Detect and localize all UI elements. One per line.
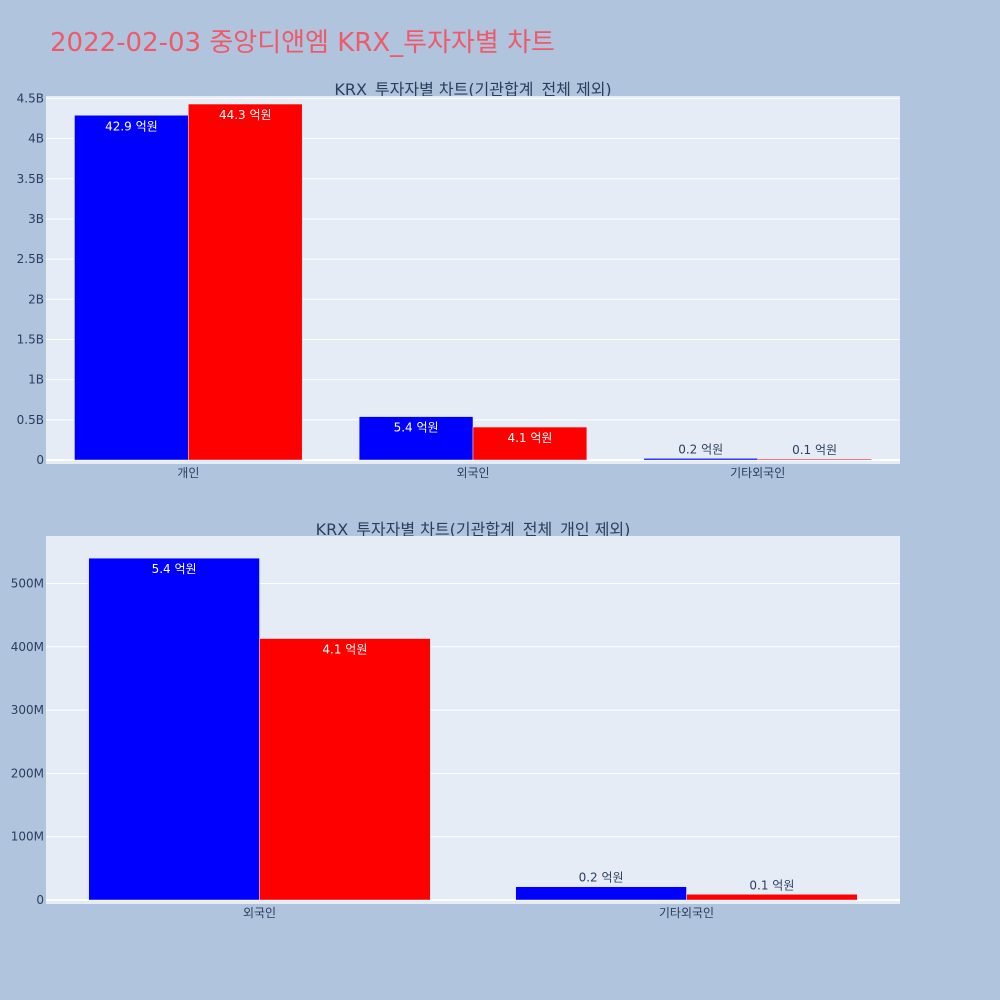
y-tick-label: 300M bbox=[11, 703, 44, 717]
chart-title: KRX_투자자별 차트(기관합계_전체 제외) bbox=[334, 80, 611, 100]
y-tick-label: 500M bbox=[11, 576, 44, 590]
bar-data-label: 5.4 억원 bbox=[394, 421, 439, 435]
bar bbox=[757, 458, 872, 461]
bar bbox=[686, 894, 858, 901]
bar bbox=[74, 115, 189, 461]
y-tick-label: 2B bbox=[28, 292, 44, 306]
bar-data-label: 0.2 억원 bbox=[579, 871, 624, 885]
bar-data-label: 0.1 억원 bbox=[792, 443, 837, 457]
x-tick-label: 기타외국인 bbox=[730, 466, 785, 480]
y-tick-label: 2.5B bbox=[17, 252, 44, 266]
y-tick-label: 0 bbox=[36, 453, 44, 467]
bar-data-label: 5.4 억원 bbox=[152, 562, 197, 576]
x-tick-label: 외국인 bbox=[456, 466, 489, 480]
x-tick-label: 외국인 bbox=[243, 906, 276, 920]
y-tick-label: 4.5B bbox=[17, 91, 44, 105]
y-tick-label: 3B bbox=[28, 212, 44, 226]
y-tick-label: 400M bbox=[11, 640, 44, 654]
bar bbox=[358, 416, 474, 461]
bar-data-label: 0.1 억원 bbox=[749, 878, 794, 892]
bar bbox=[472, 426, 588, 461]
bar-data-label: 42.9 억원 bbox=[105, 119, 158, 133]
y-tick-label: 100M bbox=[11, 830, 44, 844]
chart-excluding-individuals: KRX_투자자별 차트(기관합계_전체_개인 제외) 0 100M 200M 300M 4… bbox=[11, 520, 900, 920]
bar-data-label: 4.1 억원 bbox=[507, 431, 552, 445]
y-tick-label: 4B bbox=[28, 132, 44, 146]
y-tick-label: 3.5B bbox=[17, 172, 44, 186]
bar bbox=[88, 557, 260, 901]
y-tick-label: 1B bbox=[28, 373, 44, 387]
chart-total-excluding-institutions: KRX_투자자별 차트(기관합계_전체 제외) 0 0.5B 1B 1.5B 2B 2.5B… bbox=[17, 80, 900, 480]
page-title: 2022-02-03 중앙디앤엠 KRX_투자자별 차트 bbox=[50, 28, 555, 58]
x-tick-label: 개인 bbox=[177, 466, 199, 480]
bar bbox=[259, 638, 431, 901]
bar-data-label: 0.2 억원 bbox=[678, 442, 723, 456]
bar bbox=[515, 886, 687, 901]
bar-data-label: 44.3 억원 bbox=[219, 108, 272, 122]
bar-data-label: 4.1 억원 bbox=[322, 643, 367, 657]
y-tick-label: 1.5B bbox=[17, 332, 44, 346]
y-tick-label: 0.5B bbox=[17, 413, 44, 427]
chart-title: KRX_투자자별 차트(기관합계_전체_개인 제외) bbox=[316, 520, 631, 540]
y-tick-label: 200M bbox=[11, 766, 44, 780]
bar bbox=[188, 103, 303, 461]
x-tick-label: 기타외국인 bbox=[659, 906, 714, 920]
y-tick-label: 0 bbox=[36, 893, 44, 907]
